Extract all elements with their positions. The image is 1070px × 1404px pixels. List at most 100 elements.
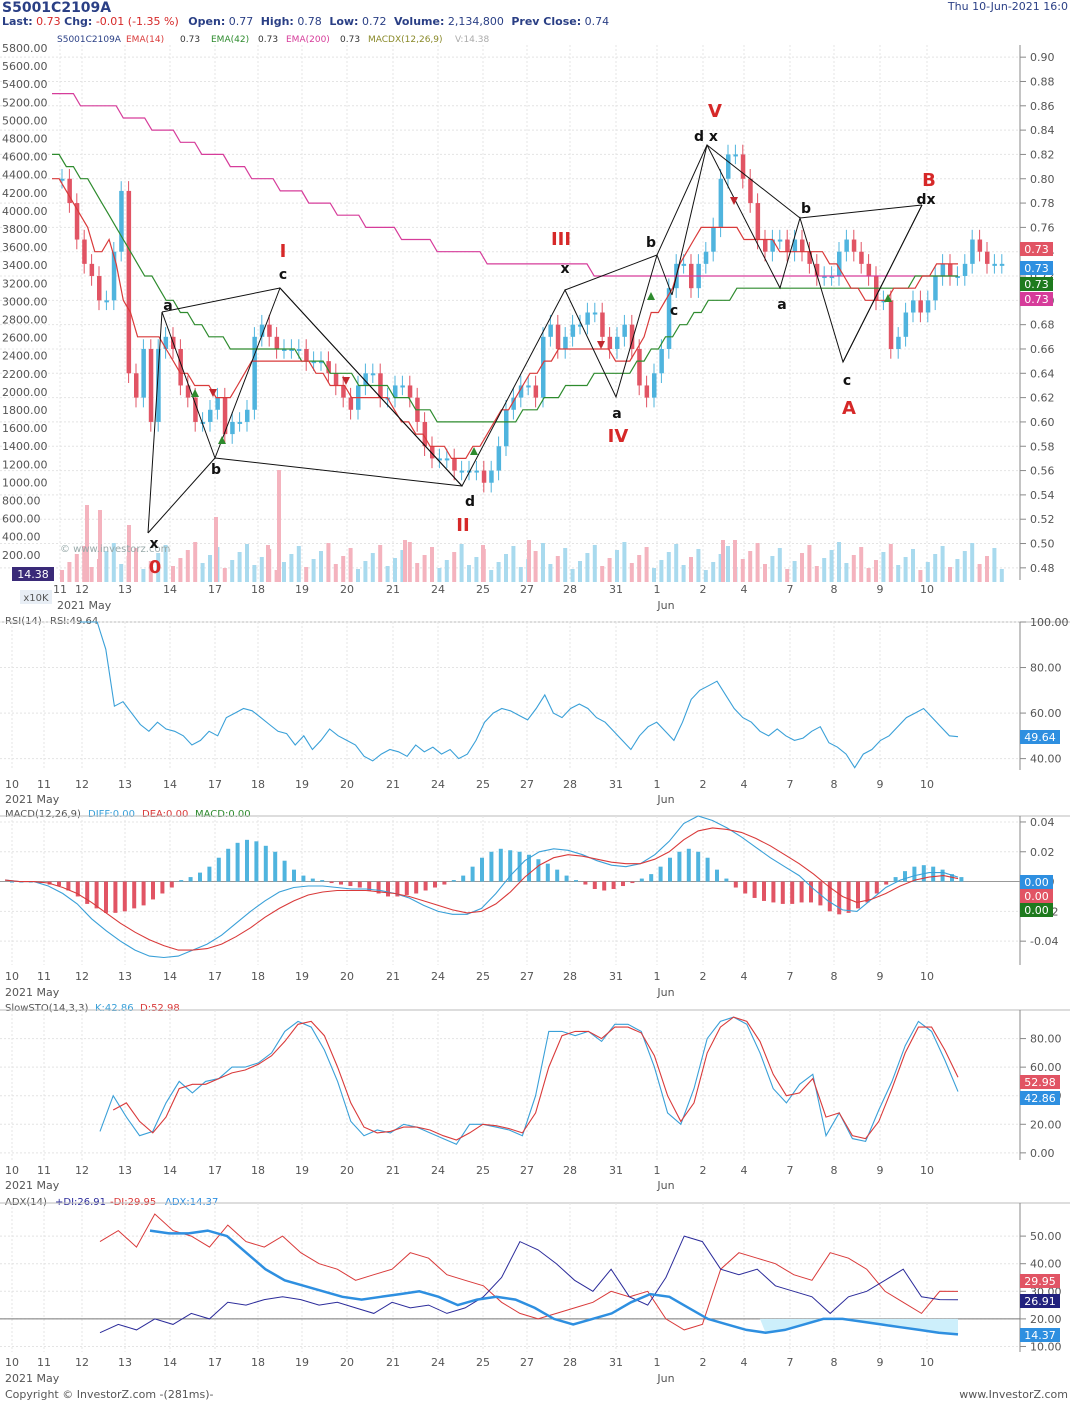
wave-label: A <box>842 398 856 419</box>
candle-body <box>533 385 539 398</box>
wave-label: 0 <box>149 557 162 578</box>
candle-body <box>948 263 953 277</box>
volume-bar <box>400 550 405 582</box>
macd-histogram-bar <box>545 863 550 882</box>
macd-histogram-bar <box>752 881 757 898</box>
ema42-line <box>52 153 958 423</box>
candle-body <box>237 421 243 424</box>
macd-histogram-bar <box>404 881 409 895</box>
legend-ema200-value: 0.73 <box>340 35 360 45</box>
volume-bar <box>393 558 397 582</box>
wave-label: V <box>708 101 722 122</box>
volume-bar <box>985 556 989 582</box>
macd-title: MACD(12,26,9) <box>5 809 81 820</box>
x-tick-label: 4 <box>741 778 748 791</box>
y-left-tick-label: 3800.00 <box>2 223 48 236</box>
candle-body <box>592 312 598 315</box>
candle-body <box>304 348 309 362</box>
volume-bar <box>829 550 834 582</box>
volume-bar <box>282 562 286 582</box>
x-tick-label: 10 <box>5 970 19 983</box>
y-tick-label: -0.04 <box>1030 935 1058 948</box>
y-left-tick-label: 5800.00 <box>2 42 48 55</box>
volume-bar <box>319 551 323 582</box>
pattern-point-label: a <box>612 406 621 422</box>
x-tick-label: 1 <box>654 778 661 791</box>
candle-body <box>578 324 583 327</box>
y-tick-label: 0.62 <box>1030 392 1055 405</box>
x-tick-label: 31 <box>609 1356 623 1369</box>
x-tick-label: 21 <box>386 1164 400 1177</box>
macd-histogram-bar <box>470 866 475 882</box>
candle-body <box>326 361 331 374</box>
x-tick-label: 10 <box>5 1356 19 1369</box>
candle-body <box>511 397 516 410</box>
candle-body <box>644 385 650 398</box>
y-left-tick-label: 4000.00 <box>2 205 48 218</box>
macd-histogram-bar <box>451 880 456 882</box>
x-tick-label: 12 <box>75 1356 89 1369</box>
candle-body <box>726 154 731 179</box>
macd-histogram-bar <box>649 874 654 882</box>
candle-body <box>903 312 909 337</box>
pattern-point-label: c <box>843 373 851 389</box>
x-tick-label: 1 <box>654 970 661 983</box>
x-tick-label: 7 <box>787 1164 794 1177</box>
x-tick-label: 20 <box>340 970 354 983</box>
volume-bar <box>733 540 737 582</box>
y-left-tick-label: 4800.00 <box>2 133 48 146</box>
volume-bar <box>822 558 827 582</box>
candle-body <box>222 397 228 435</box>
y-tick-label: 80.00 <box>1030 662 1062 675</box>
macd-histogram-bar <box>715 869 719 882</box>
legend-ema200-label: EMA(200) <box>286 35 330 45</box>
volume-bar <box>385 566 390 582</box>
y-left-tick-label: 5200.00 <box>2 96 48 109</box>
volume-bar <box>874 560 878 582</box>
vol-unit-bg <box>20 590 52 604</box>
ema200-tag: 0.73 <box>1024 293 1049 306</box>
volume-bar <box>74 554 79 582</box>
buy-signal-arrow <box>218 436 226 444</box>
volume-bar <box>659 560 664 582</box>
x-tick-label: 8 <box>831 583 838 596</box>
x-tick-label: 24 <box>431 583 445 596</box>
candle-body <box>518 385 524 398</box>
candle-body <box>637 348 642 386</box>
volume-bar <box>755 543 760 582</box>
candle-body <box>755 203 761 240</box>
x-tick-label: 8 <box>831 1164 838 1177</box>
pattern-point-label: dx <box>916 192 935 208</box>
macd-histogram-bar <box>583 881 588 885</box>
volume-bar <box>85 505 89 582</box>
volume-bar <box>518 567 523 582</box>
macd-histogram-bar <box>329 881 334 884</box>
candle-body <box>474 470 479 473</box>
volume-bar <box>644 547 649 582</box>
macd-histogram-bar <box>461 875 466 882</box>
y-left-tick-label: 3400.00 <box>2 259 48 272</box>
volume-bar <box>689 557 693 582</box>
adx-mdi-line <box>99 1213 959 1331</box>
pattern-zigzag-line <box>161 287 281 313</box>
volume-bar <box>770 556 775 582</box>
footer-site: www.InvestorZ.com <box>959 1388 1068 1401</box>
x-tick-label: 21 <box>386 970 400 983</box>
volume-bar <box>193 542 198 582</box>
volume-bar <box>459 544 464 582</box>
volume-bar <box>962 551 967 582</box>
candle-body <box>178 348 183 386</box>
x-tick-label: 21 <box>386 583 400 596</box>
volume-bar <box>163 545 168 582</box>
x-tick-label: 27 <box>520 1164 534 1177</box>
macd-dea-tag: 0.00 <box>1024 890 1049 903</box>
macd-histogram-bar <box>931 866 936 882</box>
sell-signal-arrow <box>209 389 217 397</box>
candle-body <box>504 409 509 447</box>
volume-bar <box>800 553 804 582</box>
x-month-label: 2021 May <box>5 986 60 999</box>
y-tick-label: 0.04 <box>1030 816 1055 829</box>
macd-histogram-bar <box>574 880 578 882</box>
y-left-tick-label: 1800.00 <box>2 404 48 417</box>
candle-body <box>600 312 605 337</box>
